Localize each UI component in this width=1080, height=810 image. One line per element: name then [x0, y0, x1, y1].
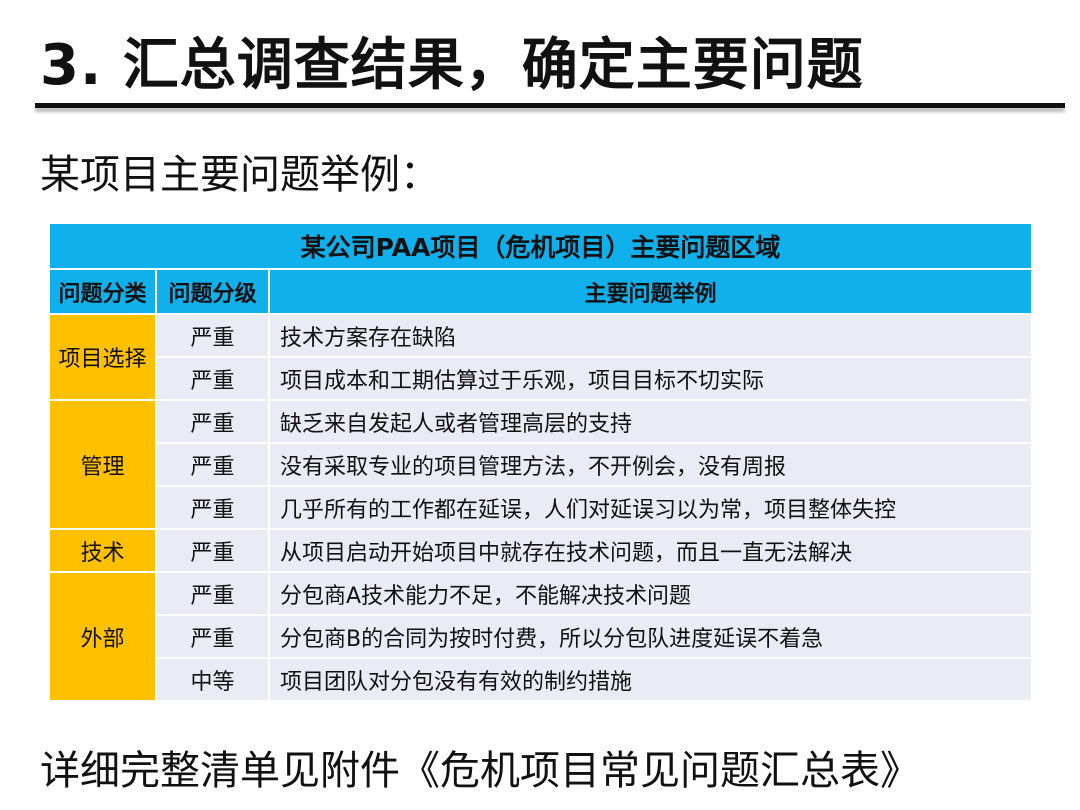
- table-row: 技术 严重 从项目启动开始项目中就存在技术问题，而且一直无法解决: [48, 528, 1033, 573]
- category-cell: 技术: [48, 528, 157, 573]
- table-row: 管理 严重 缺乏来自发起人或者管理高层的支持: [48, 399, 1033, 530]
- header-level: 问题分级: [155, 268, 270, 315]
- level-cell: 严重: [155, 614, 270, 659]
- category-cell: 项目选择: [48, 313, 157, 401]
- description-cell: 缺乏来自发起人或者管理高层的支持: [268, 399, 1033, 444]
- description-cell: 没有采取专业的项目管理方法，不开例会，没有周报: [268, 442, 1033, 487]
- header-description: 主要问题举例: [268, 268, 1033, 315]
- level-cell: 严重: [155, 485, 270, 530]
- table-row: 严重 项目成本和工期估算过于乐观，项目目标不切实际: [49, 356, 1033, 401]
- header-category: 问题分类: [48, 268, 157, 315]
- page-title: 3. 汇总调查结果，确定主要问题: [40, 33, 864, 98]
- level-cell: 严重: [155, 356, 270, 401]
- level-cell: 严重: [155, 442, 270, 487]
- description-cell: 分包商A技术能力不足，不能解决技术问题: [268, 571, 1033, 616]
- table-row: 严重 分包商B的合同为按时付费，所以分包队进度延误不着急: [49, 614, 1033, 659]
- description-cell: 项目团队对分包没有有效的制约措施: [268, 657, 1033, 702]
- level-cell: 中等: [155, 657, 270, 702]
- description-cell: 几乎所有的工作都在延误，人们对延误习以为常，项目整体失控: [268, 485, 1033, 530]
- table-row: 严重 没有采取专业的项目管理方法，不开例会，没有周报: [49, 442, 1033, 487]
- table-row: 严重 几乎所有的工作都在延误，人们对延误习以为常，项目整体失控: [49, 485, 1033, 530]
- category-cell: 管理: [48, 399, 157, 530]
- title-divider: [35, 103, 1065, 108]
- issues-table: 某公司PAA项目（危机项目）主要问题区域 问题分类 问题分级 主要问题举例 项目…: [48, 222, 1033, 702]
- table-row: 外部 严重 分包商A技术能力不足，不能解决技术问题: [48, 571, 1033, 702]
- level-cell: 严重: [155, 313, 270, 358]
- table-caption: 某公司PAA项目（危机项目）主要问题区域: [48, 222, 1033, 270]
- table-row: 项目选择 严重 技术方案存在缺陷: [48, 313, 1033, 401]
- category-cell: 外部: [48, 571, 157, 702]
- footer-note: 详细完整清单见附件《危机项目常见问题汇总表》: [40, 748, 920, 794]
- description-cell: 技术方案存在缺陷: [268, 313, 1033, 358]
- table-row: 中等 项目团队对分包没有有效的制约措施: [49, 657, 1033, 702]
- level-cell: 严重: [155, 399, 270, 444]
- description-cell: 从项目启动开始项目中就存在技术问题，而且一直无法解决: [268, 528, 1033, 573]
- description-cell: 分包商B的合同为按时付费，所以分包队进度延误不着急: [268, 614, 1033, 659]
- level-cell: 严重: [155, 528, 270, 573]
- subtitle: 某项目主要问题举例：: [40, 152, 440, 198]
- level-cell: 严重: [155, 571, 270, 616]
- description-cell: 项目成本和工期估算过于乐观，项目目标不切实际: [268, 356, 1033, 401]
